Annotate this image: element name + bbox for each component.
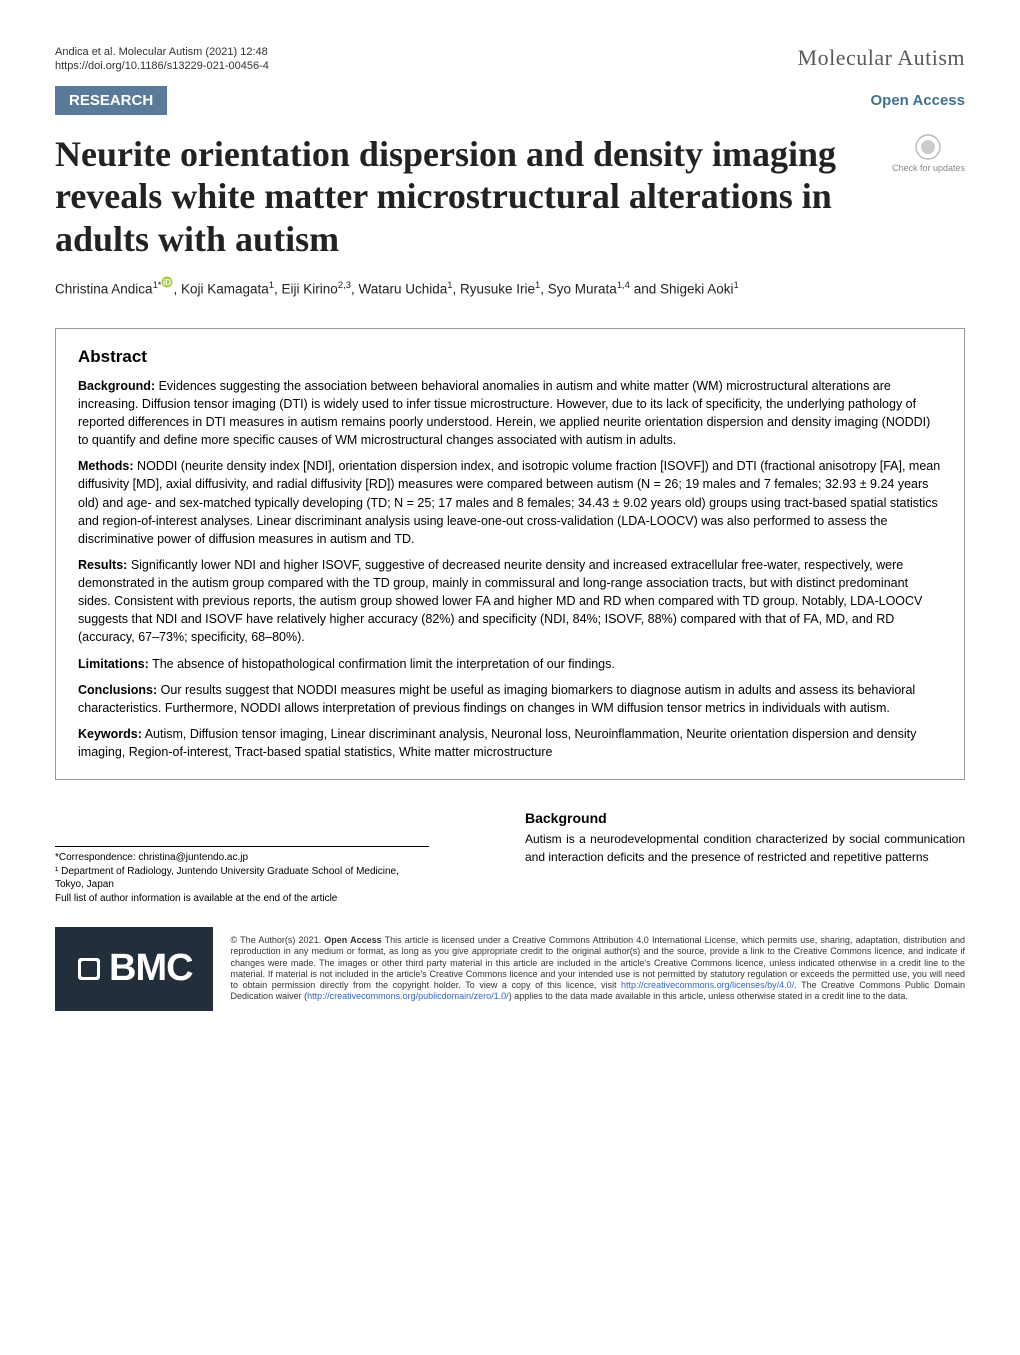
abstract-limitations: Limitations: The absence of histopatholo… bbox=[78, 655, 942, 673]
abstract-background: Background: Evidences suggesting the ass… bbox=[78, 377, 942, 450]
abstract-heading: Abstract bbox=[78, 347, 942, 367]
conclusions-label: Conclusions: bbox=[78, 683, 157, 697]
correspondence-footnote: *Correspondence: christina@juntendo.ac.j… bbox=[55, 846, 429, 905]
abstract-methods: Methods: NODDI (neurite density index [N… bbox=[78, 457, 942, 548]
orcid-icon[interactable]: iD bbox=[161, 274, 173, 294]
citation-doi: https://doi.org/10.1186/s13229-021-00456… bbox=[55, 59, 269, 73]
abstract-box: Abstract Background: Evidences suggestin… bbox=[55, 328, 965, 780]
full-list-line: Full list of author information is avail… bbox=[55, 892, 429, 906]
limitations-label: Limitations: bbox=[78, 657, 149, 671]
background-heading: Background bbox=[525, 808, 965, 828]
affiliation-line: ¹ Department of Radiology, Juntendo Univ… bbox=[55, 865, 429, 892]
citation: Andica et al. Molecular Autism (2021) 12… bbox=[55, 45, 269, 74]
results-text: Significantly lower NDI and higher ISOVF… bbox=[78, 558, 922, 645]
license-copyright: © The Author(s) 2021. bbox=[231, 935, 325, 945]
correspondence-line: *Correspondence: christina@juntendo.ac.j… bbox=[55, 851, 429, 865]
abstract-keywords: Keywords: Autism, Diffusion tensor imagi… bbox=[78, 725, 942, 761]
crossmark-label: Check for updates bbox=[892, 163, 965, 173]
research-badge: RESEARCH bbox=[55, 86, 167, 115]
keywords-text: Autism, Diffusion tensor imaging, Linear… bbox=[78, 727, 916, 759]
results-label: Results: bbox=[78, 558, 127, 572]
open-access-label: Open Access bbox=[871, 92, 966, 109]
license-link-2[interactable]: http://creativecommons.org/publicdomain/… bbox=[307, 991, 509, 1001]
journal-name: Molecular Autism bbox=[798, 45, 965, 71]
citation-authors-line: Andica et al. Molecular Autism (2021) 12… bbox=[55, 45, 269, 59]
footer-row: BMC © The Author(s) 2021. Open Access Th… bbox=[55, 927, 965, 1011]
limitations-text: The absence of histopathological confirm… bbox=[152, 657, 615, 671]
keywords-label: Keywords: bbox=[78, 727, 142, 741]
bmc-text: BMC bbox=[109, 947, 193, 990]
right-column: Background Autism is a neurodevelopmenta… bbox=[525, 808, 965, 905]
license-text: © The Author(s) 2021. Open Access This a… bbox=[231, 927, 965, 1011]
license-link-1[interactable]: http://creativecommons.org/licenses/by/4… bbox=[621, 980, 794, 990]
bmc-logo: BMC bbox=[55, 927, 213, 1011]
svg-text:iD: iD bbox=[163, 278, 171, 287]
article-type-row: RESEARCH Open Access bbox=[55, 86, 965, 115]
bmc-icon bbox=[75, 955, 103, 983]
abstract-conclusions: Conclusions: Our results suggest that NO… bbox=[78, 681, 942, 717]
background-paragraph: Autism is a neurodevelopmental condition… bbox=[525, 831, 965, 866]
methods-label: Methods: bbox=[78, 459, 134, 473]
title-row: Neurite orientation dispersion and densi… bbox=[55, 133, 965, 260]
body-columns: *Correspondence: christina@juntendo.ac.j… bbox=[55, 808, 965, 905]
page-header: Andica et al. Molecular Autism (2021) 12… bbox=[55, 45, 965, 74]
crossmark-icon bbox=[914, 133, 942, 161]
license-open-access: Open Access bbox=[324, 935, 381, 945]
left-column: *Correspondence: christina@juntendo.ac.j… bbox=[55, 808, 495, 905]
methods-text: NODDI (neurite density index [NDI], orie… bbox=[78, 459, 940, 546]
article-title: Neurite orientation dispersion and densi… bbox=[55, 133, 892, 260]
license-end: ) applies to the data made available in … bbox=[509, 991, 908, 1001]
background-label: Background: bbox=[78, 379, 155, 393]
conclusions-text: Our results suggest that NODDI measures … bbox=[78, 683, 915, 715]
authors-line: Christina Andica1*iD, Koji Kamagata1, Ei… bbox=[55, 274, 965, 300]
background-text: Evidences suggesting the association bet… bbox=[78, 379, 930, 447]
abstract-results: Results: Significantly lower NDI and hig… bbox=[78, 556, 942, 647]
crossmark-badge[interactable]: Check for updates bbox=[892, 133, 965, 174]
